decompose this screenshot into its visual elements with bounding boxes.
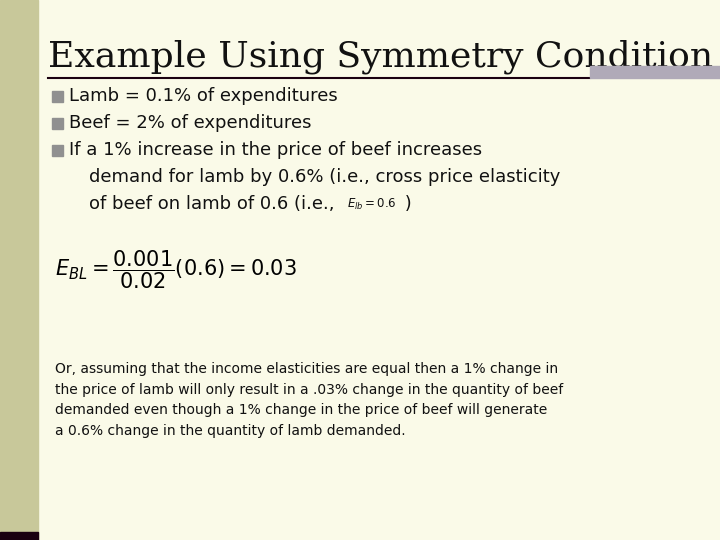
Bar: [52, 145, 63, 156]
Text: Example Using Symmetry Condition: Example Using Symmetry Condition: [48, 40, 713, 75]
Bar: [0, 532, 38, 540]
Text: If a 1% increase in the price of beef increases: If a 1% increase in the price of beef in…: [69, 141, 482, 159]
Text: Lamb = 0.1% of expenditures: Lamb = 0.1% of expenditures: [69, 87, 338, 105]
Text: ): ): [399, 195, 412, 213]
Text: Beef = 2% of expenditures: Beef = 2% of expenditures: [69, 114, 312, 132]
Bar: [590, 66, 720, 78]
Text: Or, assuming that the income elasticities are equal then a 1% change in
the pric: Or, assuming that the income elasticitie…: [55, 362, 563, 438]
Text: demand for lamb by 0.6% (i.e., cross price elasticity: demand for lamb by 0.6% (i.e., cross pri…: [89, 168, 560, 186]
Bar: [52, 91, 63, 102]
Text: $E_{BL} = \dfrac{0.001}{0.02}(0.6) = 0.03$: $E_{BL} = \dfrac{0.001}{0.02}(0.6) = 0.0…: [55, 249, 297, 291]
Text: of beef on lamb of 0.6 (i.e.,: of beef on lamb of 0.6 (i.e.,: [89, 195, 335, 213]
Bar: [0, 0, 38, 540]
Text: $\mathit{E}_{lb}=0.6$: $\mathit{E}_{lb}=0.6$: [347, 197, 397, 212]
Bar: [52, 118, 63, 129]
